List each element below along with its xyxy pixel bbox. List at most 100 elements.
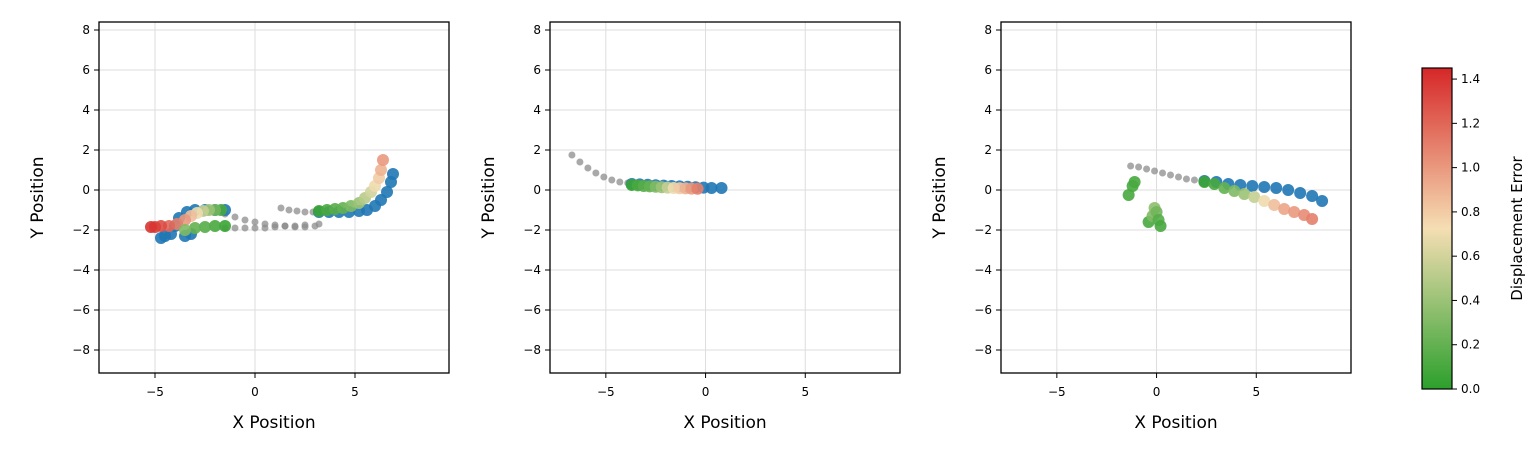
history-point xyxy=(231,224,239,232)
y-axis-label: Y Position xyxy=(479,157,499,240)
history-point xyxy=(1159,169,1167,177)
colorbar xyxy=(1421,67,1453,390)
axes-frame xyxy=(1000,21,1352,374)
prediction-point xyxy=(145,221,157,233)
history-point xyxy=(608,176,616,184)
history-point xyxy=(291,222,299,230)
history-point xyxy=(301,208,309,216)
history-point xyxy=(241,224,249,232)
history-point xyxy=(576,158,584,166)
x-axis-label: X Position xyxy=(232,413,315,433)
history-point xyxy=(1127,162,1135,170)
y-tick-label: 2 xyxy=(82,143,90,157)
y-tick-label: −2 xyxy=(523,223,541,237)
prediction-point xyxy=(1122,189,1135,201)
y-tick-label: 6 xyxy=(82,63,90,77)
x-axis-label: X Position xyxy=(683,413,766,433)
history-point xyxy=(1190,176,1198,184)
y-tick-label: −2 xyxy=(974,223,992,237)
y-tick-label: 0 xyxy=(984,183,992,197)
panel: −5 0 5 −8 −6 −4 −2 0 2 4 6 8 X Position Y Position xyxy=(930,21,1352,433)
y-tick-label: 0 xyxy=(533,183,541,197)
x-tick-label: 0 xyxy=(702,385,710,399)
panel: −5 0 5 −8 −6 −4 −2 0 2 4 6 8 X Position Y Position xyxy=(28,21,450,433)
history-point xyxy=(285,206,293,214)
prediction-point xyxy=(1278,203,1291,215)
history-point xyxy=(293,207,301,215)
prediction-point xyxy=(1268,199,1281,211)
ground-truth-point xyxy=(1306,190,1319,202)
ground-truth-point xyxy=(1294,187,1307,199)
prediction-point xyxy=(1154,220,1167,232)
colorbar-tick-label: 1.2 xyxy=(1461,116,1480,130)
history-point xyxy=(277,204,285,212)
ground-truth-point xyxy=(705,182,718,194)
y-tick-label: −2 xyxy=(72,223,90,237)
history-point xyxy=(241,216,249,224)
history-point xyxy=(301,221,309,229)
history-point xyxy=(584,164,592,172)
prediction-point xyxy=(1128,176,1141,188)
prediction-point xyxy=(1288,206,1301,218)
prediction-point xyxy=(209,220,221,232)
x-tick-label: −5 xyxy=(597,385,615,399)
ground-truth-point xyxy=(381,186,393,198)
ground-truth-point xyxy=(387,168,399,180)
history-point xyxy=(251,218,259,226)
y-tick-label: 4 xyxy=(82,103,90,117)
ground-truth-point xyxy=(1282,184,1295,196)
history-point xyxy=(281,222,289,230)
prediction-point xyxy=(1306,213,1319,225)
x-tick-label: 5 xyxy=(351,385,359,399)
y-tick-label: 6 xyxy=(984,63,992,77)
prediction-point xyxy=(691,182,704,195)
colorbar-tick-label: 0.0 xyxy=(1461,382,1480,396)
colorbar-tick-label: 1.4 xyxy=(1461,72,1480,86)
y-tick-label: −4 xyxy=(72,263,90,277)
colorbar-tick-label: 0.6 xyxy=(1461,249,1480,263)
y-tick-label: 6 xyxy=(533,63,541,77)
y-axis-label: Y Position xyxy=(930,157,950,240)
y-tick-label: −8 xyxy=(72,343,90,357)
history-point xyxy=(600,173,608,181)
history-point xyxy=(271,223,279,231)
y-tick-label: 0 xyxy=(82,183,90,197)
x-tick-label: 5 xyxy=(801,385,809,399)
history-point xyxy=(261,224,269,232)
prediction-point xyxy=(189,222,201,234)
history-point xyxy=(616,178,624,186)
y-tick-label: 8 xyxy=(984,23,992,37)
colorbar-tick-label: 1.0 xyxy=(1461,161,1480,175)
y-tick-label: 2 xyxy=(533,143,541,157)
history-point xyxy=(1174,173,1182,181)
colorbar-label: Displacement Error xyxy=(1508,155,1526,300)
panel: −5 0 5 −8 −6 −4 −2 0 2 4 6 8 X Position Y Position xyxy=(479,21,901,433)
prediction-point xyxy=(1248,191,1261,203)
prediction-point xyxy=(1198,176,1211,188)
x-tick-label: −5 xyxy=(1048,385,1066,399)
prediction-point xyxy=(199,221,211,233)
history-point xyxy=(1167,171,1175,179)
x-axis-label: X Position xyxy=(1134,413,1217,433)
x-tick-label: 0 xyxy=(251,385,259,399)
prediction-point xyxy=(1218,182,1231,194)
y-tick-label: −6 xyxy=(974,303,992,317)
prediction-point xyxy=(1258,195,1271,207)
prediction-point xyxy=(1208,178,1221,190)
prediction-point xyxy=(1238,188,1251,200)
ground-truth-point xyxy=(715,182,728,194)
ground-truth-point xyxy=(1258,181,1271,193)
axes-frame xyxy=(549,21,901,374)
colorbar-tick-label: 0.4 xyxy=(1461,293,1480,307)
ground-truth-point xyxy=(1246,180,1259,192)
prediction-point xyxy=(1228,185,1241,197)
history-point xyxy=(1151,167,1159,175)
x-tick-label: −5 xyxy=(146,385,164,399)
history-point xyxy=(231,213,239,221)
y-tick-label: 4 xyxy=(984,103,992,117)
y-tick-label: −6 xyxy=(72,303,90,317)
y-tick-label: −8 xyxy=(523,343,541,357)
prediction-point xyxy=(179,224,191,236)
prediction-point xyxy=(219,220,231,232)
